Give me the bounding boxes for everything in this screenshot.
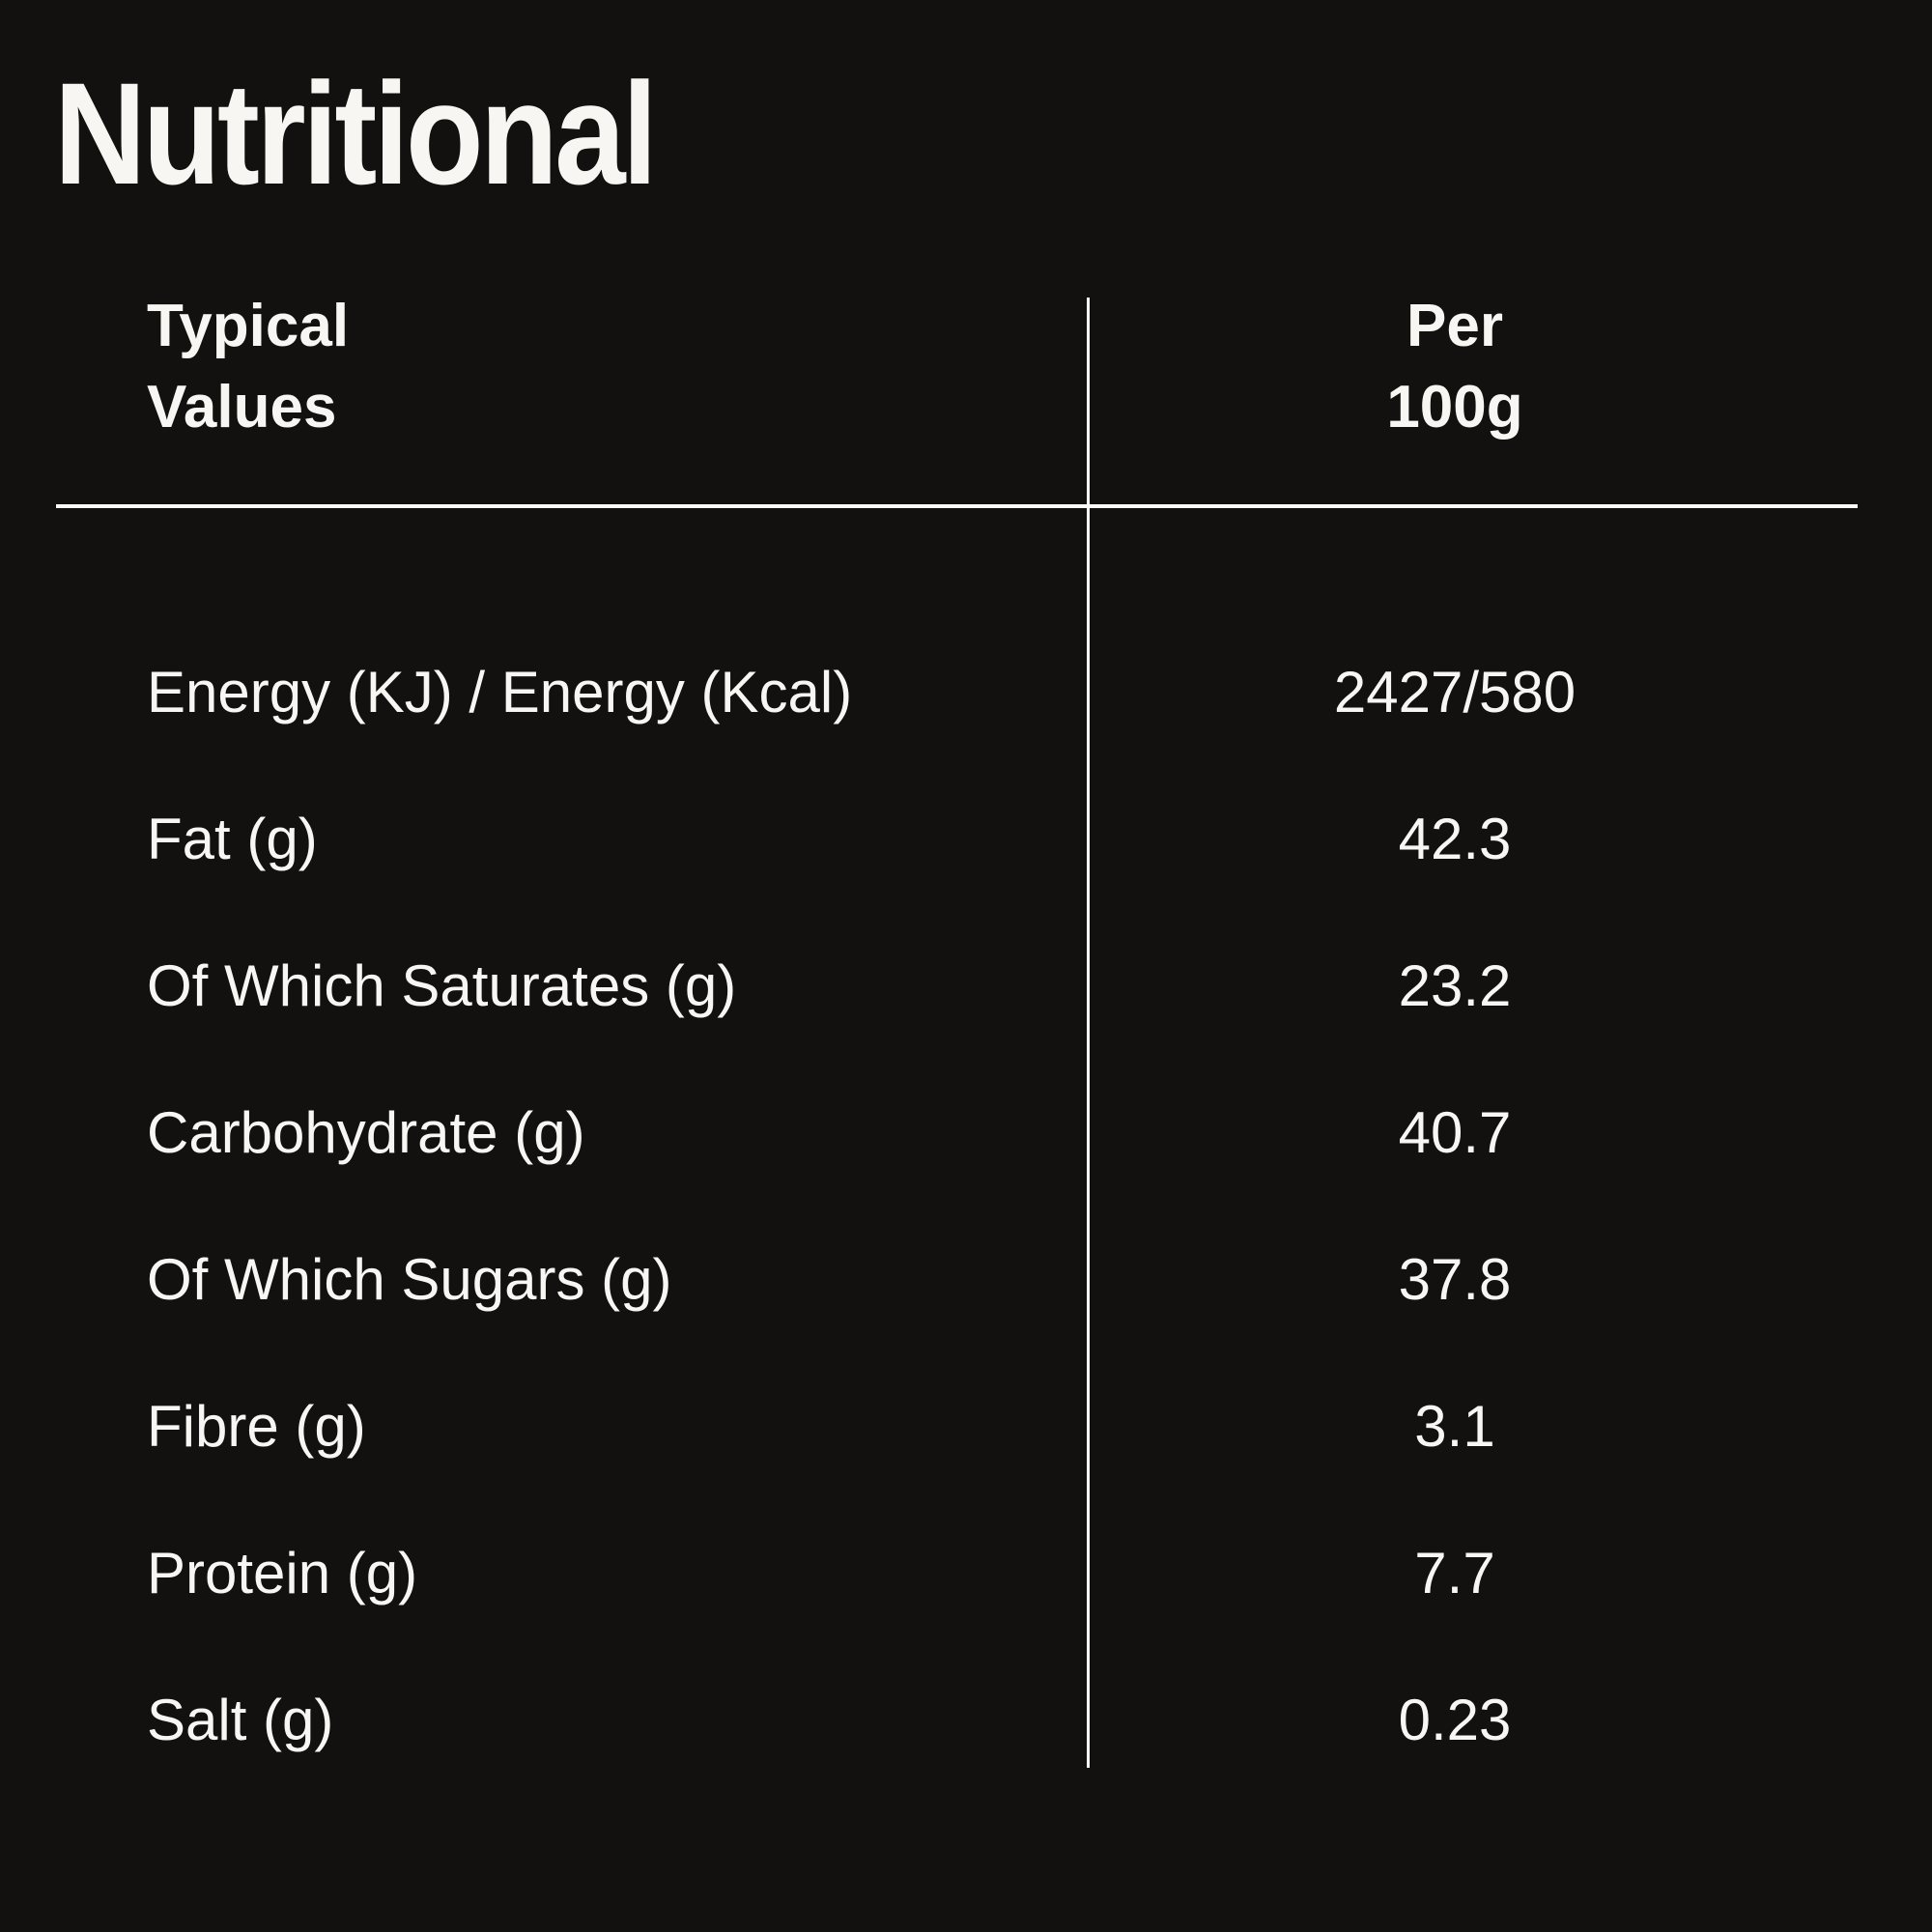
row-label: Fibre (g) — [147, 1393, 366, 1459]
table-header-per-100g: Per 100g — [1089, 286, 1821, 448]
table-row-salt: Salt (g) 0.23 — [147, 1646, 1821, 1793]
header-divider-line — [56, 504, 1858, 508]
header-100g-line: 100g — [1386, 374, 1523, 440]
row-value: 2427/580 — [1333, 659, 1577, 724]
row-value: 7.7 — [1414, 1540, 1495, 1605]
header-per-line: Per — [1406, 293, 1503, 359]
nutrition-rows: Energy (KJ) / Energy (Kcal) 2427/580 Fat… — [147, 618, 1821, 1793]
row-label: Of Which Sugars (g) — [147, 1246, 672, 1312]
header-typical-line: Typical — [147, 293, 350, 359]
row-label: Protein (g) — [147, 1540, 418, 1605]
row-label: Salt (g) — [147, 1687, 334, 1752]
row-value: 42.3 — [1398, 806, 1512, 871]
column-divider-line — [1087, 298, 1090, 1768]
table-row-energy: Energy (KJ) / Energy (Kcal) 2427/580 — [147, 618, 1821, 765]
row-value: 40.7 — [1398, 1099, 1512, 1165]
row-label: Of Which Saturates (g) — [147, 952, 737, 1018]
row-label: Carbohydrate (g) — [147, 1099, 585, 1165]
row-value: 23.2 — [1398, 952, 1512, 1018]
table-row-fat: Fat (g) 42.3 — [147, 765, 1821, 912]
table-row-sugars: Of Which Sugars (g) 37.8 — [147, 1206, 1821, 1352]
table-row-carbohydrate: Carbohydrate (g) 40.7 — [147, 1059, 1821, 1206]
row-label: Fat (g) — [147, 806, 318, 871]
header-values-line: Values — [147, 374, 337, 440]
row-value: 37.8 — [1398, 1246, 1512, 1312]
page-title: Nutritional — [54, 52, 658, 214]
row-value: 0.23 — [1398, 1687, 1512, 1752]
table-row-fibre: Fibre (g) 3.1 — [147, 1352, 1821, 1499]
table-header-typical-values: Typical Values — [147, 286, 349, 448]
row-value: 3.1 — [1414, 1393, 1495, 1459]
table-row-saturates: Of Which Saturates (g) 23.2 — [147, 912, 1821, 1059]
table-row-protein: Protein (g) 7.7 — [147, 1499, 1821, 1646]
row-label: Energy (KJ) / Energy (Kcal) — [147, 659, 853, 724]
